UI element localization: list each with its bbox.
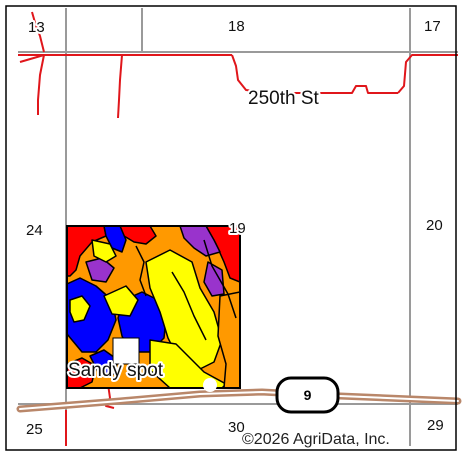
section-numbers: 13 18 17 24 19 20 25 30 29 xyxy=(24,16,446,440)
road-250th-curve xyxy=(231,54,342,94)
section-number-n: 18 xyxy=(228,18,245,35)
highway-inner xyxy=(19,391,459,410)
soil-field xyxy=(66,225,241,389)
shield-number: 9 xyxy=(304,387,312,403)
soil-yellow-mid xyxy=(103,285,139,317)
road-w-curve xyxy=(19,54,45,63)
field-label-sandy-spot: Sandy spot xyxy=(68,360,164,381)
soil-blue-south xyxy=(89,349,119,377)
soil-orange-east xyxy=(217,291,240,388)
section-number-w: 24 xyxy=(26,222,43,239)
map-border xyxy=(5,5,457,451)
road-mid-south xyxy=(117,54,123,119)
soil-purple-north xyxy=(179,226,221,257)
soil-red-sw xyxy=(67,357,97,388)
soil-boundary-line-a xyxy=(135,245,147,297)
section-number-sw: 25 xyxy=(26,421,43,438)
shield-shape xyxy=(275,376,340,414)
road-nw-spur xyxy=(31,11,45,53)
highway-shield: 9 xyxy=(275,376,340,414)
road-label-250th-st: 250th St xyxy=(248,88,319,109)
field-boundary xyxy=(66,225,241,389)
road-250th-east xyxy=(397,54,458,94)
section-number-e: 20 xyxy=(426,217,443,234)
soil-boundary-line-b xyxy=(171,271,207,341)
soil-boundary-line-c xyxy=(203,239,237,319)
section-number-field-corner: 19 xyxy=(229,220,246,237)
section-number-nw: 13 xyxy=(28,19,45,36)
section-number-s: 30 xyxy=(228,419,245,436)
section-number-se: 29 xyxy=(427,417,444,434)
section-number-ne: 17 xyxy=(424,18,441,35)
soil-yellow-nw xyxy=(91,239,117,263)
soil-yellow-center xyxy=(145,249,223,371)
soil-purple-east xyxy=(203,261,225,297)
soil-blue-north xyxy=(103,226,127,253)
copyright-notice: ©2026 AgriData, Inc. xyxy=(242,431,390,448)
road-250th-kink xyxy=(342,85,398,94)
road-west-south xyxy=(37,54,45,115)
highway xyxy=(16,388,462,413)
soil-yellow-sw xyxy=(69,295,91,323)
sandy-spot-marker xyxy=(203,378,217,392)
field-notch xyxy=(112,337,140,365)
